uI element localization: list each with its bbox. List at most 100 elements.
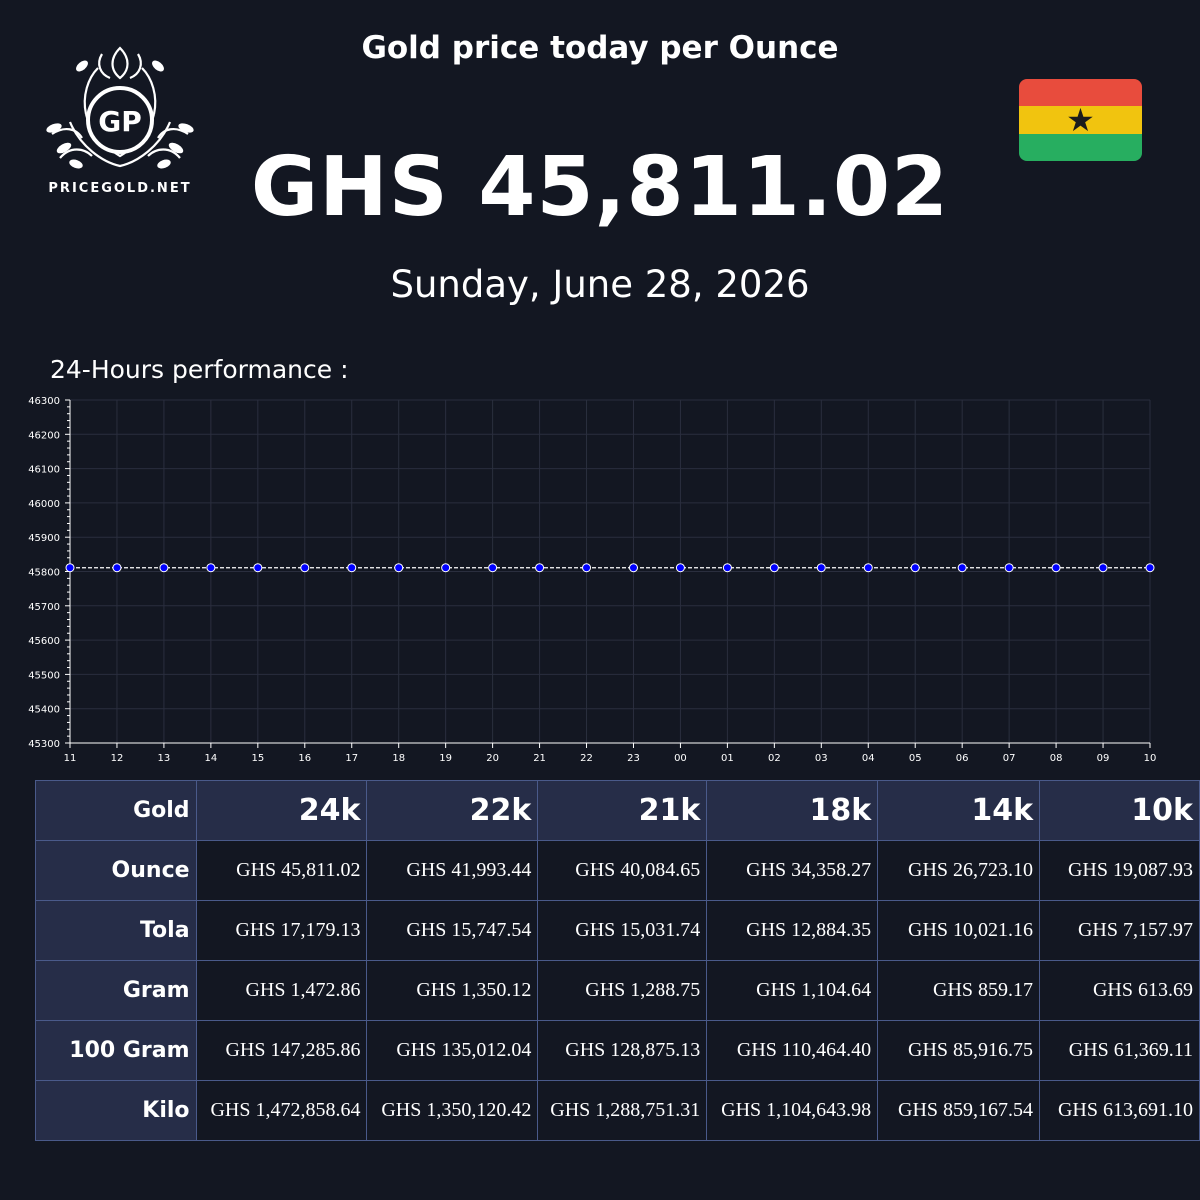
table-cell: GHS 15,747.54 (366, 900, 539, 961)
table-row: 100 Gram GHS 147,285.86 GHS 135,012.04 G… (35, 1020, 1200, 1081)
table-cell: GHS 128,875.13 (537, 1020, 708, 1081)
data-point (300, 563, 310, 573)
x-tick-label: 04 (862, 753, 875, 764)
ghana-flag-icon: ★ (1019, 79, 1142, 161)
flag-band-yellow (1019, 106, 1142, 134)
column-header: 18k (706, 780, 879, 841)
x-tick-label: 17 (345, 753, 358, 764)
column-header: 24k (195, 780, 368, 841)
y-tick-label: 45800 (28, 568, 60, 579)
y-tick-label: 45900 (28, 533, 60, 544)
row-header: Ounce (35, 840, 197, 901)
y-tick-label: 46100 (28, 465, 60, 476)
table-cell: GHS 859,167.54 (877, 1080, 1041, 1141)
table-header-row: Gold 24k 22k 21k 18k 14k 10k (35, 780, 1200, 841)
flag-band-red (1019, 79, 1142, 107)
row-header: Kilo (35, 1080, 197, 1141)
column-header: 14k (877, 780, 1041, 841)
x-tick-label: 08 (1050, 753, 1063, 764)
flag-band-green (1019, 133, 1142, 161)
table-cell: GHS 15,031.74 (537, 900, 708, 961)
table-cell: GHS 1,350.12 (366, 960, 539, 1021)
data-point (1051, 563, 1061, 573)
data-point (112, 563, 122, 573)
current-price: GHS 45,811.02 (250, 140, 950, 235)
data-point (488, 563, 498, 573)
x-tick-label: 05 (909, 753, 922, 764)
y-tick-label: 46200 (28, 430, 60, 441)
y-tick-label: 45600 (28, 636, 60, 647)
table-cell: GHS 1,288.75 (537, 960, 708, 1021)
table-cell: GHS 1,104.64 (706, 960, 879, 1021)
table-row: Gram GHS 1,472.86 GHS 1,350.12 GHS 1,288… (35, 960, 1200, 1021)
x-tick-label: 19 (439, 753, 452, 764)
table-cell: GHS 19,087.93 (1039, 840, 1200, 901)
data-point (535, 563, 545, 573)
x-tick-label: 16 (298, 753, 311, 764)
data-point (769, 563, 779, 573)
data-point (253, 563, 263, 573)
table-corner-label: Gold (35, 780, 197, 841)
data-point (582, 563, 592, 573)
flag-star-icon: ★ (1066, 101, 1095, 139)
y-tick-label: 45300 (28, 739, 60, 750)
x-tick-label: 02 (768, 753, 781, 764)
data-point (394, 563, 404, 573)
data-point (816, 563, 826, 573)
table-cell: GHS 135,012.04 (366, 1020, 539, 1081)
row-header: Tola (35, 900, 197, 961)
data-point (1098, 563, 1108, 573)
column-header: 22k (366, 780, 539, 841)
table-cell: GHS 12,884.35 (706, 900, 879, 961)
table-cell: GHS 1,104,643.98 (706, 1080, 879, 1141)
data-point (628, 563, 638, 573)
row-header: Gram (35, 960, 197, 1021)
data-point (206, 563, 216, 573)
table-cell: GHS 61,369.11 (1039, 1020, 1200, 1081)
y-tick-label: 46300 (28, 396, 60, 407)
x-tick-label: 00 (674, 753, 687, 764)
data-point (347, 563, 357, 573)
price-table: Gold 24k 22k 21k 18k 14k 10k Ounce GHS 4… (35, 780, 1200, 1141)
table-row: Tola GHS 17,179.13 GHS 15,747.54 GHS 15,… (35, 900, 1200, 961)
data-point (441, 563, 451, 573)
y-tick-label: 45400 (28, 705, 60, 716)
x-tick-label: 11 (64, 753, 77, 764)
column-header: 10k (1039, 780, 1200, 841)
table-cell: GHS 859.17 (877, 960, 1041, 1021)
price-line-chart: 45300 45400 45500 45600 45700 45800 45900 46000… (28, 396, 1157, 764)
x-tick-label: 18 (392, 753, 405, 764)
x-tick-label: 21 (533, 753, 546, 764)
y-tick-label: 45500 (28, 670, 60, 681)
row-header: 100 Gram (35, 1020, 197, 1081)
table-cell: GHS 34,358.27 (706, 840, 879, 901)
x-tick-label: 12 (111, 753, 124, 764)
table-cell: GHS 10,021.16 (877, 900, 1041, 961)
pricegold-logo: GP PRICEGOLD.NET (40, 38, 200, 203)
table-cell: GHS 41,993.44 (366, 840, 539, 901)
table-cell: GHS 613,691.10 (1039, 1080, 1200, 1141)
data-point (675, 563, 685, 573)
x-tick-label: 23 (627, 753, 640, 764)
data-point (957, 563, 967, 573)
x-tick-label: 03 (815, 753, 828, 764)
x-tick-label: 22 (580, 753, 593, 764)
data-point (159, 563, 169, 573)
table-cell: GHS 1,288,751.31 (537, 1080, 708, 1141)
table-cell: GHS 7,157.97 (1039, 900, 1200, 961)
logo-initials: GP (98, 105, 142, 138)
x-tick-label: 10 (1144, 753, 1157, 764)
x-tick-label: 15 (251, 753, 264, 764)
table-cell: GHS 147,285.86 (195, 1020, 368, 1081)
table-cell: GHS 40,084.65 (537, 840, 708, 901)
y-tick-label: 45700 (28, 602, 60, 613)
table-cell: GHS 17,179.13 (195, 900, 368, 961)
x-tick-label: 01 (721, 753, 734, 764)
laurel-emblem-icon: GP (46, 46, 194, 169)
x-tick-label: 09 (1097, 753, 1110, 764)
column-header: 21k (537, 780, 708, 841)
data-point (722, 563, 732, 573)
data-point (863, 563, 873, 573)
x-tick-label: 14 (205, 753, 218, 764)
table-row: Kilo GHS 1,472,858.64 GHS 1,350,120.42 G… (35, 1080, 1200, 1141)
